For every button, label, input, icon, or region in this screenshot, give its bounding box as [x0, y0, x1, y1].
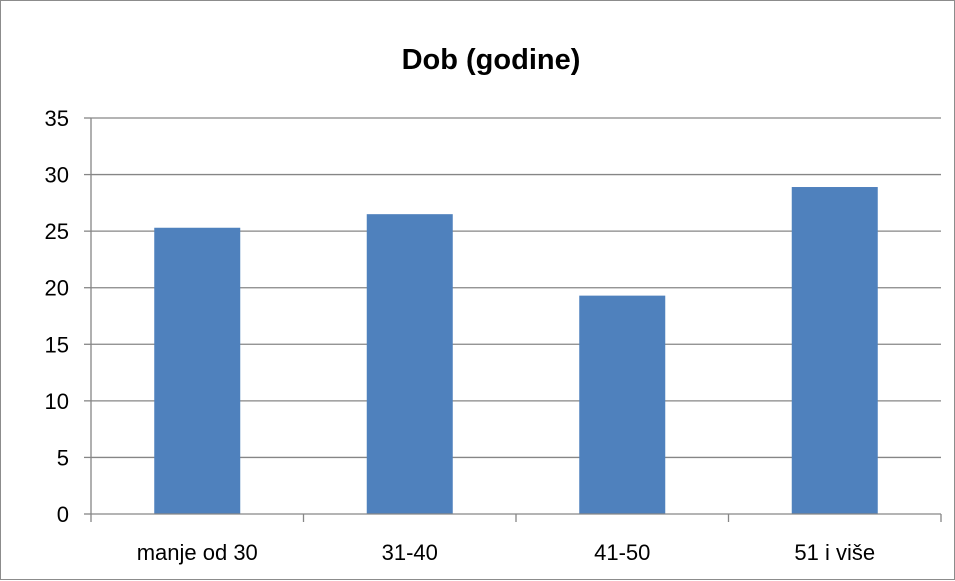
y-tick-label: 10 [45, 389, 69, 414]
y-tick-label: 15 [45, 332, 69, 357]
axes [84, 117, 942, 522]
bar-4 [791, 187, 878, 514]
chart-title: Dob (godine) [402, 44, 581, 76]
y-tick-label: 20 [45, 276, 69, 301]
y-tick-label: 30 [45, 163, 69, 188]
y-tick-label: 0 [57, 502, 69, 527]
bar-1 [154, 227, 241, 514]
x-tick-label: manje od 30 [137, 540, 258, 565]
y-tick-label: 5 [57, 445, 69, 470]
y-tick-label: 25 [45, 219, 69, 244]
y-tick-label: 35 [45, 106, 69, 131]
x-tick-label: 51 i više [794, 540, 875, 565]
bar-2 [366, 214, 453, 514]
x-tick-label: 31-40 [382, 540, 438, 565]
x-tick-label: 41-50 [594, 540, 650, 565]
x-tick-labels: manje od 30 31-40 41-50 51 i više [137, 540, 875, 565]
bars [154, 187, 878, 514]
y-tick-labels: 0 5 10 15 20 25 30 35 [45, 106, 69, 527]
bar-3 [579, 295, 666, 514]
